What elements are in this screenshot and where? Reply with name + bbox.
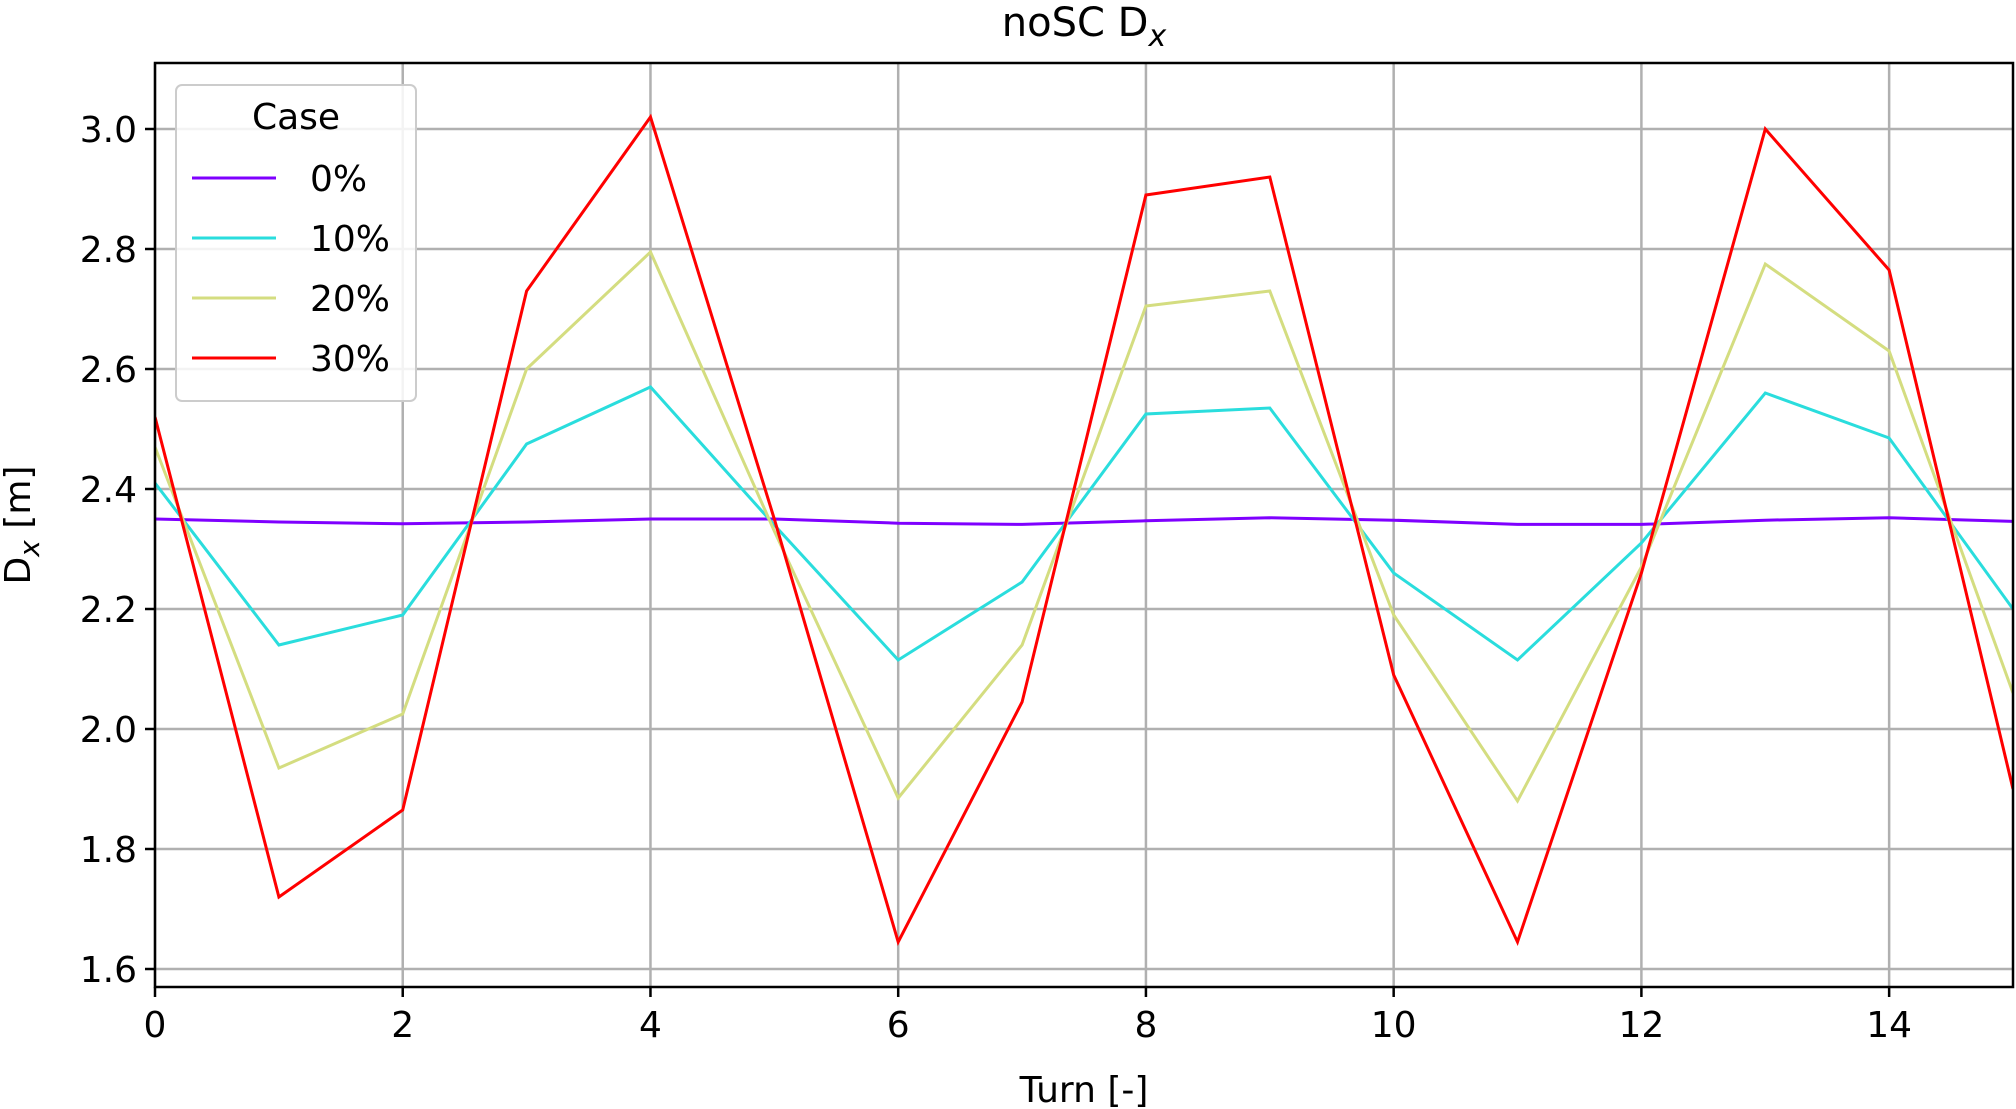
y-tick-label: 1.6 bbox=[80, 950, 137, 991]
legend-label: 10% bbox=[310, 219, 390, 260]
y-axis-label-main: D bbox=[0, 557, 39, 585]
x-tick-label: 10 bbox=[1371, 1005, 1417, 1046]
legend-box bbox=[175, 84, 417, 402]
series-layer bbox=[155, 113, 2013, 947]
legend-label: 30% bbox=[310, 339, 390, 380]
x-axis-label: Turn [-] bbox=[1019, 1070, 1149, 1109]
y-axis-label-unit: [m] bbox=[0, 466, 39, 541]
grid bbox=[153, 63, 2013, 987]
y-tick-label: 2.6 bbox=[80, 350, 137, 391]
x-axis-ticks: 0 2 4 6 8 10 12 14 bbox=[144, 987, 1912, 1046]
x-tick-label: 8 bbox=[1134, 1005, 1157, 1046]
legend: Case 0% 10% 20% 30% bbox=[175, 84, 417, 402]
x-tick-label: 2 bbox=[391, 1005, 414, 1046]
series-line-2 bbox=[155, 249, 2013, 804]
x-tick-label: 14 bbox=[1866, 1005, 1912, 1046]
legend-title: Case bbox=[252, 97, 340, 138]
x-tick-label: 4 bbox=[639, 1005, 662, 1046]
y-tick-label: 2.4 bbox=[80, 470, 137, 511]
series-line-3 bbox=[155, 113, 2013, 947]
chart-title-sub: x bbox=[1147, 19, 1166, 54]
y-axis-label: Dx [m] bbox=[0, 466, 46, 585]
y-axis-ticks: 1.6 1.8 2.0 2.2 2.4 2.6 2.8 3.0 bbox=[80, 110, 155, 991]
legend-label: 20% bbox=[310, 279, 390, 320]
y-tick-label: 3.0 bbox=[80, 110, 137, 151]
y-tick-label: 2.0 bbox=[80, 710, 137, 751]
y-tick-label: 2.2 bbox=[80, 590, 137, 631]
legend-label: 0% bbox=[310, 159, 367, 200]
y-tick-label: 1.8 bbox=[80, 830, 137, 871]
series-line-0 bbox=[155, 516, 2013, 526]
x-tick-label: 0 bbox=[144, 1005, 167, 1046]
x-tick-label: 6 bbox=[887, 1005, 910, 1046]
y-tick-label: 2.8 bbox=[80, 230, 137, 271]
series-line-1 bbox=[155, 385, 2013, 662]
chart-title-main: noSC D bbox=[1002, 0, 1149, 46]
chart-title: noSC Dx bbox=[1002, 0, 1167, 54]
y-axis-label-sub: x bbox=[13, 540, 46, 558]
legend-items: 0% 10% 20% 30% bbox=[192, 159, 390, 380]
plot-frame bbox=[153, 61, 2015, 989]
x-tick-label: 12 bbox=[1618, 1005, 1664, 1046]
